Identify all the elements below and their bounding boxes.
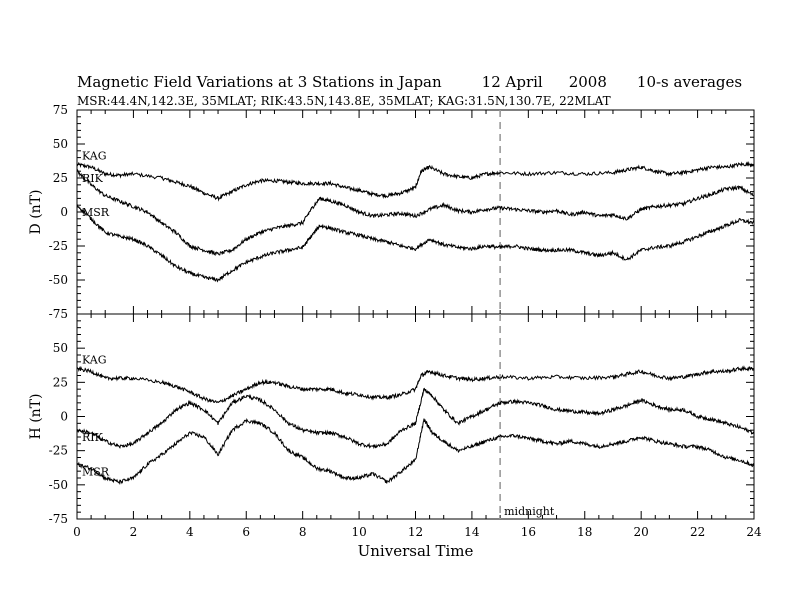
series-label-msr: MSR xyxy=(82,206,110,219)
series-line-rik xyxy=(76,387,755,450)
y-tick-label: 50 xyxy=(53,341,68,355)
y-tick-label: 25 xyxy=(53,375,68,389)
y-tick-label: 0 xyxy=(60,205,68,219)
series-label-msr: MSR xyxy=(82,465,110,478)
panel-frame-2 xyxy=(76,313,755,520)
y-tick-label: -75 xyxy=(49,307,68,321)
series-line-rik xyxy=(76,169,755,256)
series-label-kag: KAG xyxy=(82,354,107,367)
series-line-msr xyxy=(76,203,755,283)
y-tick-label: -50 xyxy=(49,478,68,492)
x-tick-label: 8 xyxy=(299,525,307,539)
panel-frame-1 xyxy=(76,109,755,315)
x-tick-label: 20 xyxy=(634,525,649,539)
y-tick-label: -75 xyxy=(49,512,68,526)
series-label-kag: KAG xyxy=(82,149,107,162)
x-tick-label: 16 xyxy=(521,525,536,539)
series-label-rik: RIK xyxy=(82,431,104,444)
x-tick-label: 22 xyxy=(690,525,705,539)
x-tick-label: 24 xyxy=(746,525,762,539)
x-tick-label: 0 xyxy=(73,525,81,539)
x-tick-label: 12 xyxy=(408,525,423,539)
chart-title: Magnetic Field Variations at 3 Stations … xyxy=(77,73,742,91)
series-line-kag xyxy=(76,160,755,202)
series-label-rik: RIK xyxy=(82,172,104,185)
x-tick-label: 10 xyxy=(351,525,366,539)
x-tick-label: 2 xyxy=(130,525,138,539)
title-main: Magnetic Field Variations at 3 Stations … xyxy=(77,73,442,91)
chart-subtitle: MSR:44.4N,142.3E, 35MLAT; RIK:43.5N,143.… xyxy=(77,94,611,108)
y-axis-label: D (nT) xyxy=(28,190,44,235)
title-averages: 10-s averages xyxy=(636,73,743,91)
x-tick-label: 4 xyxy=(186,525,194,539)
x-tick-label: 14 xyxy=(464,525,480,539)
y-tick-label: 50 xyxy=(53,137,68,151)
title-year: 2008 xyxy=(568,73,607,91)
y-tick-label: -25 xyxy=(49,239,68,253)
y-tick-label: 75 xyxy=(53,103,68,117)
series-line-msr xyxy=(76,417,755,485)
y-tick-label: -50 xyxy=(49,273,68,287)
y-axis-label: H (nT) xyxy=(28,394,44,440)
midnight-label: midnight xyxy=(504,505,555,518)
series-line-kag xyxy=(76,365,755,404)
title-date: 12 April xyxy=(481,73,543,91)
x-axis-label: Universal Time xyxy=(358,542,474,560)
y-tick-label: -25 xyxy=(49,444,68,458)
y-tick-label: 25 xyxy=(53,171,68,185)
y-tick-label: 0 xyxy=(60,410,68,424)
x-tick-label: 18 xyxy=(577,525,592,539)
x-tick-label: 6 xyxy=(242,525,250,539)
